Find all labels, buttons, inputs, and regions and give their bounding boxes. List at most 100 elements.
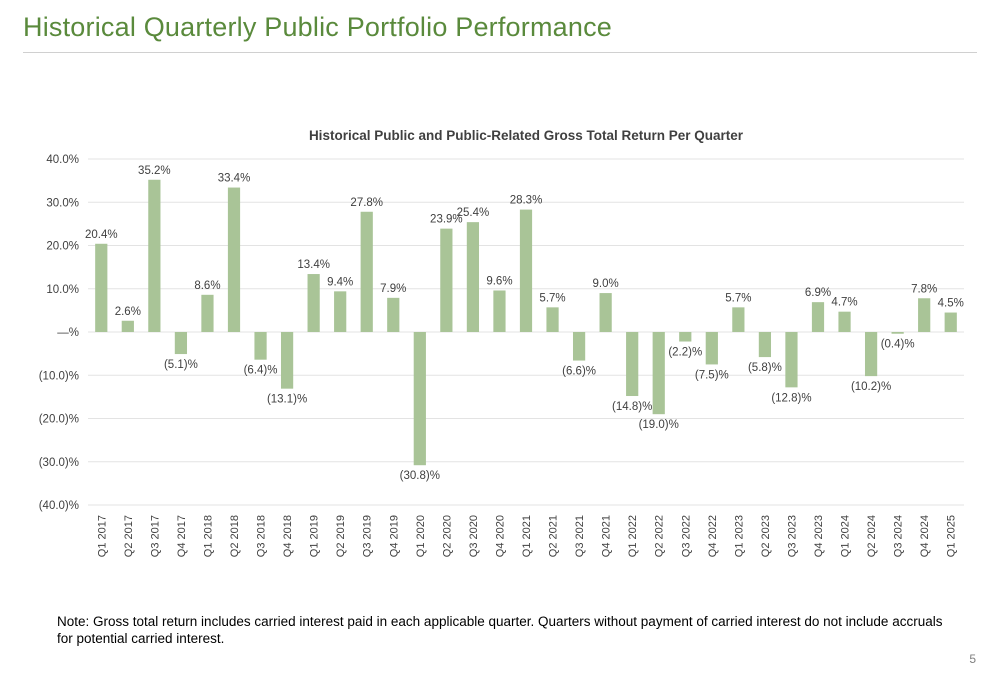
x-tick-label: Q4 2017 [176, 515, 188, 557]
bar [360, 211, 373, 332]
data-label: 4.5% [938, 298, 964, 310]
x-tick-label: Q2 2017 [123, 515, 135, 557]
bar [572, 332, 586, 361]
x-tick-label: Q1 2024 [840, 515, 852, 557]
x-tick-label: Q3 2019 [362, 515, 374, 557]
title-divider [23, 52, 977, 53]
x-tick-label: Q1 2017 [96, 515, 108, 557]
data-label: 13.4% [297, 259, 330, 271]
data-label: (5.1)% [164, 359, 198, 371]
x-tick-label: Q3 2023 [786, 515, 798, 557]
y-tick-label: (40.0)% [39, 500, 79, 512]
data-label: (5.8)% [748, 362, 782, 374]
bar [121, 320, 134, 332]
y-tick-label: 20.0% [46, 241, 79, 253]
x-tick-label: Q1 2021 [521, 515, 533, 557]
x-tick-label: Q2 2018 [229, 515, 241, 557]
bar-chart: Historical Public and Public-Related Gro… [39, 128, 964, 557]
x-tick-label: Q3 2021 [574, 515, 586, 557]
x-tick-label: Q2 2023 [760, 515, 772, 557]
bar [95, 243, 108, 332]
y-tick-label: 30.0% [46, 197, 79, 209]
bar [626, 332, 639, 397]
bar [174, 332, 188, 355]
data-label: (14.8)% [612, 401, 652, 413]
x-tick-label: Q3 2017 [149, 515, 161, 557]
bar [519, 209, 533, 332]
x-tick-label: Q3 2022 [680, 515, 692, 557]
data-label: (30.8)% [400, 470, 440, 482]
data-label: 23.9% [430, 214, 463, 226]
bar [944, 312, 957, 332]
x-tick-label: Q3 2018 [256, 515, 268, 557]
bar [732, 307, 745, 332]
x-tick-label: Q4 2021 [601, 515, 613, 557]
x-tick-label: Q3 2024 [893, 515, 905, 557]
x-tick-label: Q2 2021 [548, 515, 560, 557]
y-tick-label: (30.0)% [39, 457, 79, 469]
page-title: Historical Quarterly Public Portfolio Pe… [23, 12, 613, 42]
bar [227, 187, 241, 332]
data-label: 27.8% [350, 197, 383, 209]
bar [493, 290, 506, 332]
data-label: 9.0% [593, 278, 619, 290]
data-label: 5.7% [725, 292, 751, 304]
data-label: 2.6% [115, 306, 141, 318]
bar [387, 297, 400, 332]
x-tick-label: Q1 2020 [415, 515, 427, 557]
x-tick-label: Q2 2024 [866, 515, 878, 557]
data-label: 4.7% [831, 297, 857, 309]
bar [705, 332, 718, 365]
data-label: 9.4% [327, 276, 353, 288]
data-label: (6.6)% [562, 366, 596, 378]
data-label: 20.4% [85, 229, 118, 241]
data-label: 5.7% [539, 292, 565, 304]
data-label: (10.2)% [851, 381, 891, 393]
data-label: 8.6% [194, 280, 220, 292]
bar [148, 179, 161, 332]
data-label: (13.1)% [267, 394, 307, 406]
x-tick-label: Q4 2024 [919, 515, 931, 557]
x-tick-label: Q4 2023 [813, 515, 825, 557]
x-tick-label: Q1 2022 [627, 515, 639, 557]
bar [785, 332, 798, 388]
data-label: 6.9% [805, 287, 831, 299]
bar [413, 332, 426, 466]
x-tick-label: Q1 2019 [309, 515, 321, 557]
y-tick-label: (10.0)% [39, 370, 79, 382]
bar [918, 298, 931, 332]
bar [864, 332, 878, 377]
bar [466, 222, 480, 332]
x-tick-label: Q2 2020 [441, 515, 453, 557]
data-label: (19.0)% [639, 419, 679, 431]
x-tick-label: Q1 2025 [946, 515, 958, 557]
bar [758, 332, 772, 358]
bar [838, 311, 851, 332]
data-label: 35.2% [138, 165, 171, 177]
bar [201, 294, 214, 332]
footnote: Note: Gross total return includes carrie… [57, 614, 943, 646]
x-tick-label: Q4 2020 [494, 515, 506, 557]
bar [599, 293, 612, 332]
x-tick-label: Q2 2022 [654, 515, 666, 557]
bar [307, 274, 320, 332]
bar [280, 332, 294, 389]
x-tick-label: Q4 2019 [388, 515, 400, 557]
y-tick-label: (20.0)% [39, 414, 79, 426]
y-tick-label: 40.0% [46, 154, 79, 166]
x-tick-label: Q4 2018 [282, 515, 294, 557]
x-tick-label: Q1 2018 [202, 515, 214, 557]
data-label: 9.6% [486, 275, 512, 287]
bar [254, 332, 267, 360]
data-label: 25.4% [457, 207, 490, 219]
data-label: 7.8% [911, 283, 937, 295]
bar [891, 332, 904, 334]
data-label: 28.3% [510, 195, 543, 207]
bar [546, 307, 559, 332]
data-label: (6.4)% [244, 365, 278, 377]
data-label: 7.9% [380, 283, 406, 295]
data-label: (0.4)% [881, 339, 915, 351]
data-label: (7.5)% [695, 369, 729, 381]
y-tick-label: 10.0% [46, 284, 79, 296]
x-tick-label: Q1 2023 [733, 515, 745, 557]
